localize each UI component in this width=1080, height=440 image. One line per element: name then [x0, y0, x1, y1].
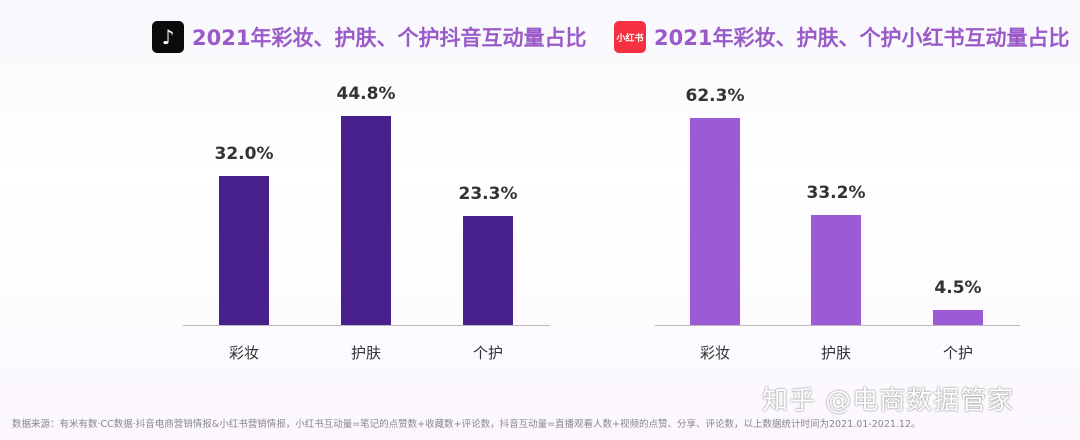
bar-个护: [933, 310, 983, 325]
data-label: 62.3%: [685, 86, 745, 107]
category-label: 个护: [942, 344, 973, 362]
category-label: 彩妆: [699, 344, 730, 362]
category-label: 护肤: [350, 344, 381, 362]
bar-护肤: [811, 214, 861, 325]
bar-个护: [463, 216, 513, 325]
title-text: 2021年彩妆、护肤、个护抖音互动量占比: [192, 26, 587, 50]
title-text: 2021年彩妆、护肤、个护小红书互动量占比: [654, 26, 1070, 50]
data-label: 23.3%: [458, 184, 518, 205]
watermark: 知乎 @电商数据管家: [762, 386, 1015, 416]
xiaohongshu-logo-icon: 小红书: [614, 21, 646, 53]
source-footnote: 数据来源：有米有数·CC数据·抖音电商营销情报&小红书营销情报，小红书互动量=笔…: [12, 419, 921, 430]
data-label: 44.8%: [336, 84, 396, 105]
bar-彩妆: [690, 118, 740, 325]
x-axis-line: [655, 325, 1020, 326]
data-label: 4.5%: [934, 278, 982, 299]
x-axis-line: [183, 325, 550, 326]
chart-title: 小红书 2021年彩妆、护肤、个护小红书互动量占比: [614, 21, 1070, 53]
chart-title: ♪ 2021年彩妆、护肤、个护抖音互动量占比: [152, 21, 587, 53]
bar-彩妆: [219, 175, 269, 325]
data-label: 33.2%: [806, 182, 866, 203]
bar-护肤: [341, 116, 391, 325]
data-label: 32.0%: [214, 143, 274, 164]
category-label: 彩妆: [228, 344, 259, 362]
category-label: 个护: [472, 344, 503, 362]
tiktok-logo-icon: ♪: [152, 21, 184, 53]
category-label: 护肤: [820, 344, 851, 362]
